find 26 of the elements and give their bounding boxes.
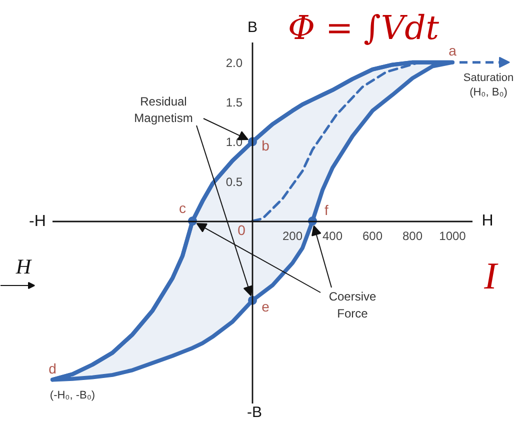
x-tick-label: 200	[282, 229, 303, 244]
text: H	[14, 254, 33, 278]
annotation: d	[48, 360, 56, 377]
y-axis-title: B	[248, 19, 258, 36]
annotation: Φ = ∫Vdt	[288, 8, 440, 47]
y-tick-label: 1.5	[226, 96, 243, 110]
annotation: 0	[238, 222, 246, 238]
x-axis-title: H	[482, 212, 494, 230]
annotation: c	[179, 200, 186, 216]
annotation: a	[448, 42, 457, 58]
x-tick-label: 1000	[439, 229, 466, 244]
y-tick-label: 0.5	[226, 174, 243, 189]
annotation: (-H₀, -B₀)	[50, 390, 96, 402]
annotation: Saturation (H₀, B₀)	[463, 72, 514, 99]
annotation: e	[262, 298, 270, 314]
text: -H	[29, 213, 46, 230]
text: -B	[247, 404, 262, 421]
x-tick-label: 600	[362, 229, 383, 244]
text: I	[483, 256, 500, 298]
annotation: b	[262, 138, 270, 154]
x-tick-label: 800	[402, 229, 423, 244]
annotation: Coersive Force	[328, 290, 376, 320]
y-tick-label: 2.0	[226, 56, 243, 70]
annotation: Residual Magnetism	[134, 94, 193, 126]
annotation: f	[324, 202, 329, 218]
x-tick-label: 400	[322, 229, 343, 244]
